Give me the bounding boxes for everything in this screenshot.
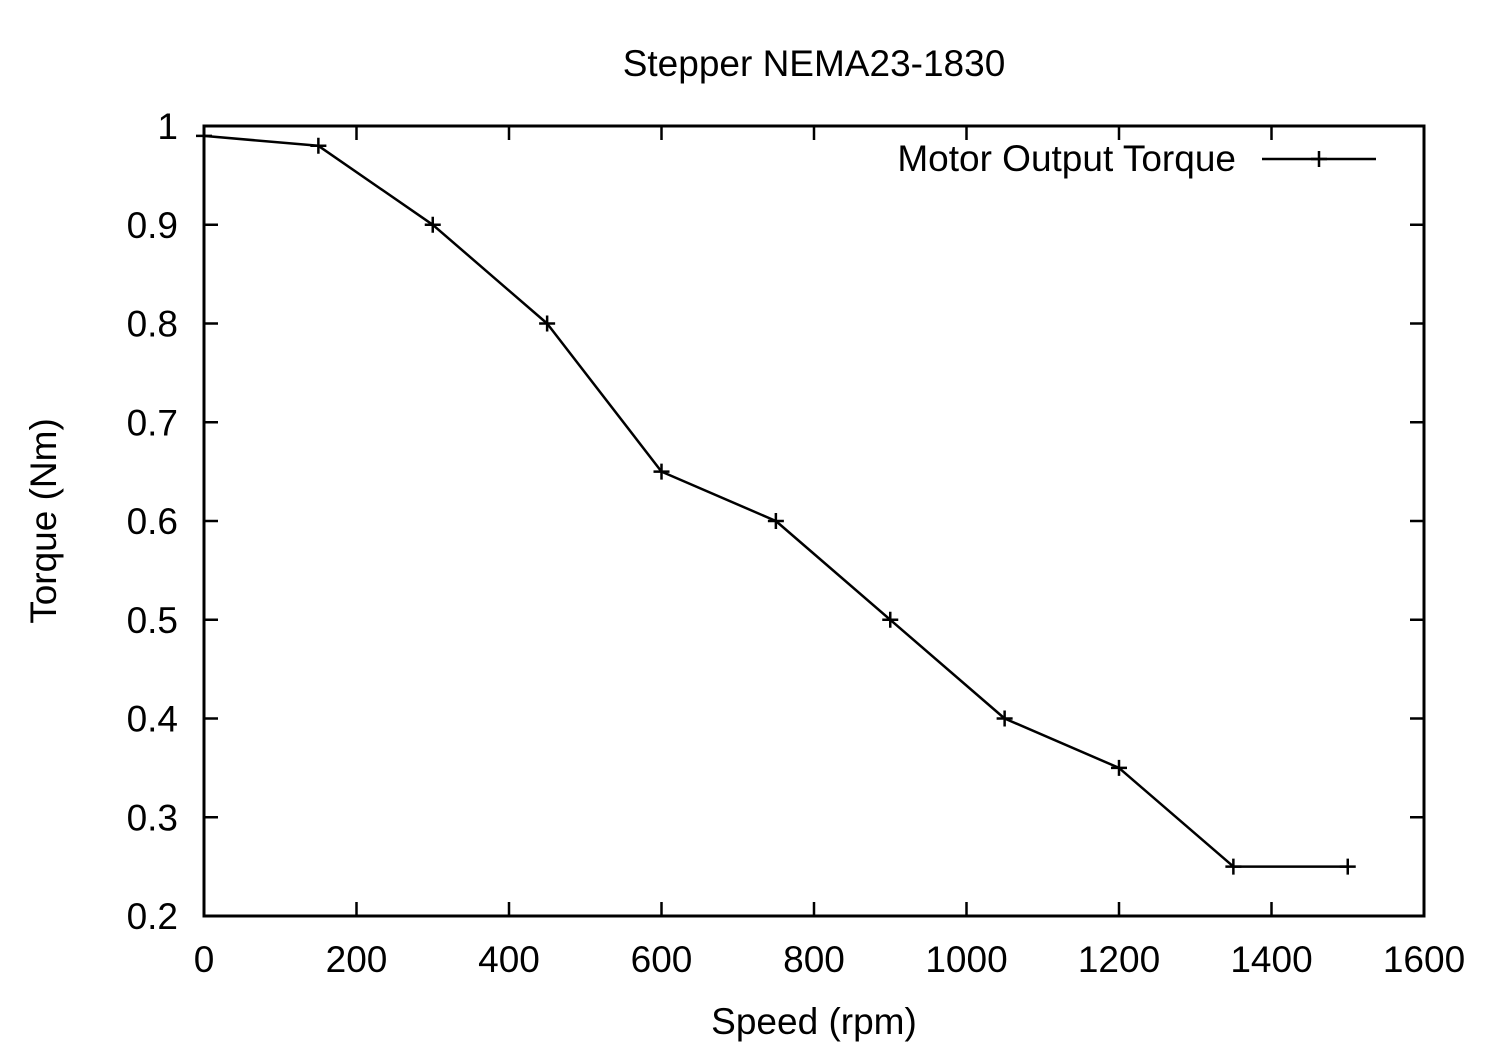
x-tick-label: 400 <box>478 939 540 980</box>
x-tick-label: 1200 <box>1078 939 1160 980</box>
y-tick-label: 0.6 <box>127 501 178 542</box>
x-tick-label: 600 <box>631 939 693 980</box>
x-tick-label: 0 <box>194 939 215 980</box>
data-point-marker <box>196 127 212 144</box>
x-tick-label: 800 <box>783 939 845 980</box>
y-tick-label: 0.7 <box>127 402 178 443</box>
data-point-marker <box>882 611 899 628</box>
y-tick-label: 0.8 <box>127 304 178 345</box>
x-axis-label: Speed (rpm) <box>711 1001 917 1042</box>
x-axis-tick-labels: 0 200 400 600 800 1000 1200 1400 1600 <box>194 939 1465 980</box>
x-tick-label: 1600 <box>1383 939 1465 980</box>
legend-marker <box>1311 151 1327 167</box>
data-point-marker <box>1111 759 1127 776</box>
x-tick-label: 1400 <box>1230 939 1312 980</box>
legend-label: Motor Output Torque <box>897 138 1236 179</box>
series-layer <box>196 127 1356 875</box>
y-tick-label: 0.3 <box>127 797 178 838</box>
data-point-marker <box>1339 858 1356 875</box>
data-point-marker <box>424 216 441 233</box>
y-tick-label: 0.5 <box>127 600 178 641</box>
y-tick-label: 0.4 <box>127 699 178 740</box>
y-tick-label: 0.2 <box>127 896 178 937</box>
data-point-marker <box>653 463 670 480</box>
data-point-marker <box>539 315 556 332</box>
legend: Motor Output Torque <box>897 138 1376 179</box>
y-tick-label: 1 <box>157 106 178 147</box>
data-point-marker <box>767 513 784 529</box>
y-tick-label: 0.9 <box>127 205 178 246</box>
x-axis-ticks <box>202 126 1426 916</box>
chart-title: Stepper NEMA23-1830 <box>623 43 1006 84</box>
y-axis-ticks <box>204 124 1424 918</box>
plot-frame <box>202 124 1426 918</box>
x-tick-label: 1000 <box>925 939 1007 980</box>
data-point-marker <box>1225 858 1242 875</box>
y-axis-tick-labels: 0.2 0.3 0.4 0.5 0.6 0.7 0.8 0.9 1 <box>127 106 178 937</box>
series-line <box>203 134 1348 868</box>
data-point-marker <box>310 137 327 154</box>
y-axis-label: Torque (Nm) <box>23 418 64 624</box>
x-tick-label: 200 <box>326 939 388 980</box>
data-point-marker <box>996 710 1013 727</box>
